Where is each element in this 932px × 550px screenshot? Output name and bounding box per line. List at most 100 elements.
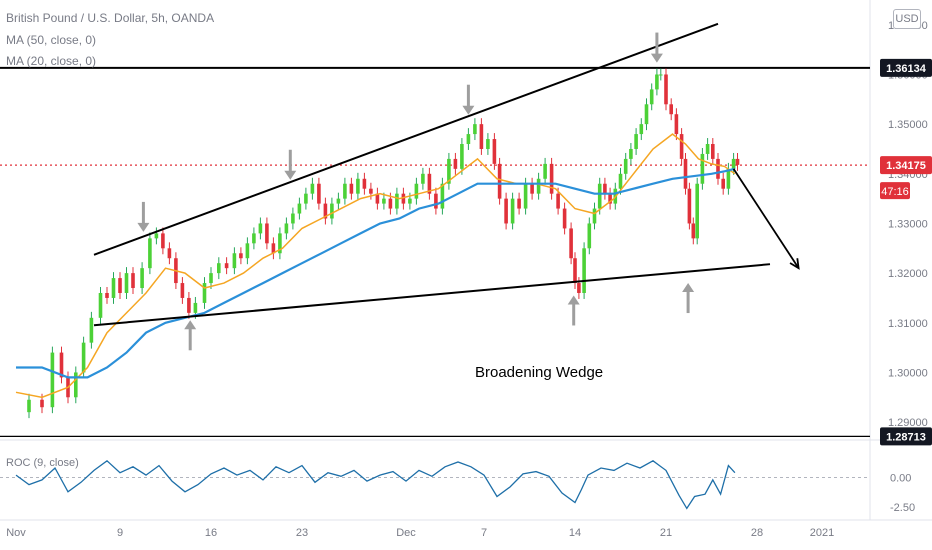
candle-body[interactable] — [140, 268, 144, 289]
candle-body[interactable] — [674, 114, 679, 135]
candle-body[interactable] — [639, 124, 644, 135]
candle-body[interactable] — [664, 74, 668, 105]
candle-body[interactable] — [597, 183, 602, 209]
candle-body[interactable] — [735, 158, 740, 165]
upper-trendline[interactable] — [93, 22, 719, 256]
candle-body[interactable] — [644, 104, 649, 125]
candle-body[interactable] — [323, 203, 328, 219]
candle-body[interactable] — [118, 278, 122, 293]
candle-body[interactable] — [517, 198, 521, 209]
candle-body[interactable] — [349, 183, 354, 194]
candle-body[interactable] — [486, 139, 490, 149]
candle-body[interactable] — [209, 273, 213, 284]
candle-body[interactable] — [310, 183, 315, 194]
candle-body[interactable] — [460, 144, 464, 169]
candle-body[interactable] — [408, 198, 412, 204]
candle-body[interactable] — [623, 158, 628, 174]
candle-body[interactable] — [224, 263, 229, 269]
candle-body[interactable] — [74, 372, 78, 398]
candle-body[interactable] — [562, 208, 567, 229]
candle-body[interactable] — [343, 183, 347, 199]
candle-body[interactable] — [375, 193, 380, 204]
candle-body[interactable] — [569, 228, 573, 259]
candle-body[interactable] — [291, 213, 295, 224]
candle-body[interactable] — [81, 342, 86, 373]
candle-body[interactable] — [356, 178, 360, 194]
candle-body[interactable] — [395, 193, 399, 209]
candle-body[interactable] — [278, 233, 282, 254]
candle-body[interactable] — [473, 124, 477, 135]
candle-body[interactable] — [683, 158, 688, 189]
candle-body[interactable] — [252, 233, 256, 244]
candle-body[interactable] — [700, 153, 705, 184]
candle-body[interactable] — [679, 134, 684, 159]
candle-body[interactable] — [655, 74, 659, 90]
candle-body[interactable] — [59, 352, 64, 378]
candle-body[interactable] — [369, 188, 373, 194]
candle-body[interactable] — [111, 278, 116, 298]
candle-body[interactable] — [556, 193, 560, 209]
candle-body[interactable] — [89, 317, 94, 343]
candle-body[interactable] — [336, 198, 341, 204]
candle-body[interactable] — [154, 233, 159, 239]
candle-body[interactable] — [669, 104, 673, 115]
projection-arrow[interactable] — [732, 168, 800, 269]
candle-body[interactable] — [50, 352, 55, 408]
candle-body[interactable] — [577, 283, 581, 293]
candle-body[interactable] — [629, 148, 633, 159]
candle-body[interactable] — [105, 292, 109, 298]
candle-body[interactable] — [297, 203, 302, 214]
candle-body[interactable] — [543, 163, 547, 179]
lower-trendline[interactable] — [93, 263, 771, 327]
candle-body[interactable] — [421, 173, 425, 184]
candle-body[interactable] — [427, 173, 432, 194]
candle-body[interactable] — [466, 134, 471, 145]
candle-body[interactable] — [530, 183, 534, 194]
candle-body[interactable] — [523, 183, 528, 209]
candle-body[interactable] — [161, 233, 165, 249]
candle-body[interactable] — [330, 203, 334, 219]
candle-body[interactable] — [304, 193, 308, 204]
candle-body[interactable] — [659, 74, 663, 76]
candle-body[interactable] — [731, 158, 736, 169]
candle-body[interactable] — [573, 258, 577, 284]
candle-body[interactable] — [716, 158, 720, 179]
candle-body[interactable] — [98, 292, 103, 318]
candle-body[interactable] — [510, 198, 515, 224]
candle-body[interactable] — [382, 198, 386, 204]
candle-body[interactable] — [536, 178, 541, 194]
candle-body[interactable] — [401, 193, 406, 204]
candle-body[interactable] — [239, 253, 243, 259]
candle-body[interactable] — [687, 188, 692, 224]
candle-body[interactable] — [634, 134, 638, 149]
candle-body[interactable] — [549, 163, 554, 194]
candle-body[interactable] — [124, 273, 129, 293]
candle-body[interactable] — [148, 238, 152, 269]
candle-body[interactable] — [453, 158, 458, 169]
candle-body[interactable] — [362, 178, 367, 189]
candle-body[interactable] — [167, 248, 172, 259]
candle-body[interactable] — [603, 183, 607, 194]
currency-badge[interactable]: USD — [893, 9, 921, 29]
candle-body[interactable] — [440, 183, 445, 209]
candle-body[interactable] — [27, 399, 31, 413]
candle-body[interactable] — [202, 283, 207, 303]
candle-body[interactable] — [592, 208, 597, 224]
candle-body[interactable] — [705, 144, 710, 154]
candle-body[interactable] — [245, 243, 250, 259]
candle-body[interactable] — [271, 243, 276, 254]
candle-body[interactable] — [726, 168, 731, 189]
candle-body[interactable] — [131, 273, 135, 289]
candle-body[interactable] — [649, 89, 654, 105]
candle-body[interactable] — [447, 158, 451, 184]
candle-body[interactable] — [497, 163, 502, 199]
candle-body[interactable] — [695, 183, 699, 239]
candle-body[interactable] — [492, 139, 497, 164]
candle-body[interactable] — [217, 263, 221, 274]
candle-body[interactable] — [317, 183, 321, 204]
candle-body[interactable] — [232, 253, 237, 269]
candle-body[interactable] — [504, 198, 508, 224]
candle-body[interactable] — [388, 198, 393, 209]
candle-body[interactable] — [258, 223, 263, 234]
